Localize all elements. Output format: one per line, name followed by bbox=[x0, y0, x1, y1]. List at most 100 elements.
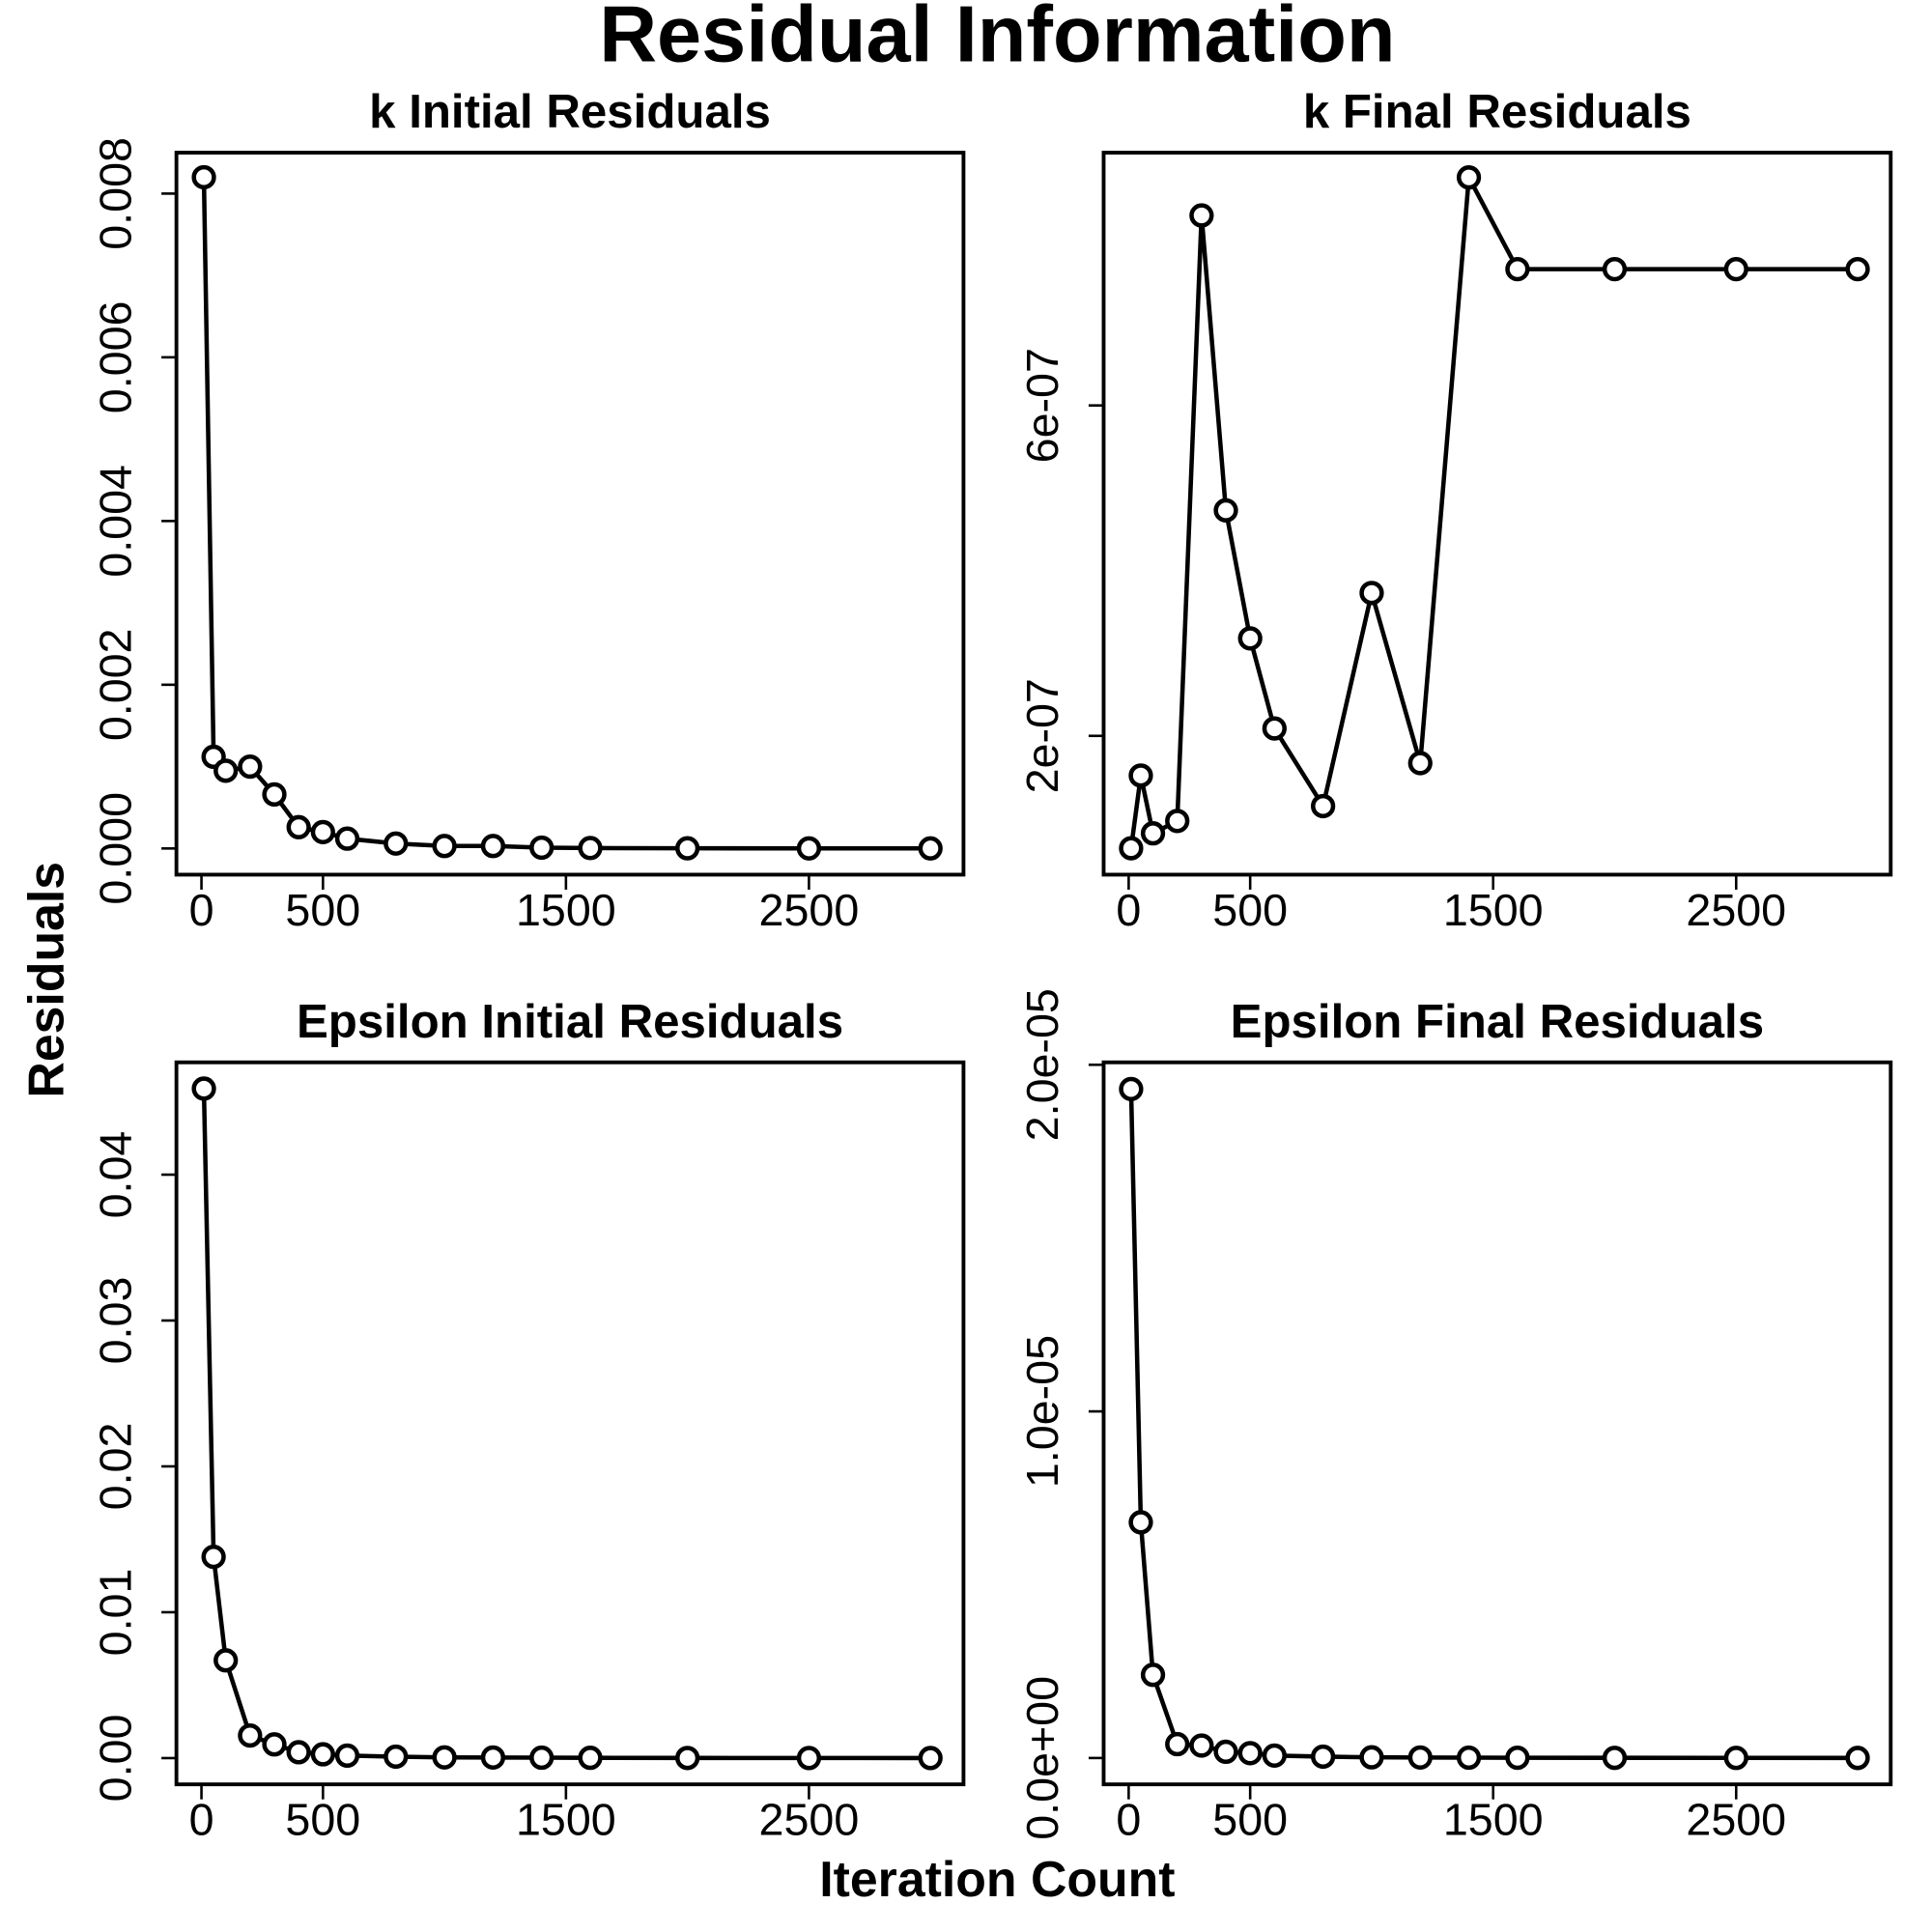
data-point bbox=[1213, 1739, 1238, 1765]
data-point bbox=[432, 1745, 457, 1770]
y-tick-label: 0.000 bbox=[90, 792, 140, 905]
data-point bbox=[262, 1732, 287, 1757]
data-point bbox=[201, 1544, 226, 1570]
series-line bbox=[1128, 1089, 1859, 1761]
data-point bbox=[1262, 1743, 1287, 1768]
data-point bbox=[1723, 256, 1748, 282]
data-point bbox=[578, 836, 603, 861]
data-point bbox=[1237, 626, 1263, 651]
plot-frame bbox=[174, 1060, 966, 1787]
data-point bbox=[1505, 256, 1530, 282]
y-axis-label: Residuals bbox=[18, 862, 74, 1098]
x-tick-label: 500 bbox=[285, 1795, 360, 1845]
data-point bbox=[1602, 1746, 1628, 1771]
y-tick-label: 0.04 bbox=[90, 1131, 140, 1219]
x-tick-label: 500 bbox=[1212, 1795, 1288, 1845]
figure-title: Residual Information bbox=[599, 0, 1395, 78]
y-tick-label: 2.0e-05 bbox=[1017, 988, 1067, 1141]
data-point bbox=[1311, 793, 1336, 819]
y-tick-label: 0.03 bbox=[90, 1277, 140, 1365]
data-point bbox=[1165, 809, 1190, 834]
y-tick-label: 0.008 bbox=[90, 137, 140, 250]
y-tick-label: 6e-07 bbox=[1017, 348, 1067, 463]
data-point bbox=[480, 834, 506, 859]
x-tick-label: 500 bbox=[285, 885, 360, 935]
data-point bbox=[529, 1745, 554, 1771]
data-point bbox=[1237, 1741, 1263, 1766]
data-point bbox=[1407, 1745, 1433, 1770]
plot-frame bbox=[1101, 151, 1893, 877]
x-tick-label: 0 bbox=[189, 885, 214, 935]
data-point bbox=[796, 1746, 822, 1771]
data-point bbox=[384, 1744, 409, 1770]
x-tick-label: 2500 bbox=[1686, 885, 1786, 935]
data-point bbox=[918, 1746, 943, 1771]
data-point bbox=[1311, 1744, 1336, 1770]
data-point bbox=[191, 1076, 216, 1101]
data-point bbox=[1407, 751, 1433, 776]
data-point bbox=[796, 836, 822, 861]
y-tick-label: 2e-07 bbox=[1017, 678, 1067, 793]
y-tick-label: 0.004 bbox=[90, 465, 140, 578]
data-point bbox=[1119, 1076, 1144, 1101]
data-point bbox=[334, 1743, 360, 1769]
data-point bbox=[384, 831, 409, 856]
data-point bbox=[1213, 497, 1238, 523]
data-point bbox=[578, 1746, 603, 1771]
data-point bbox=[918, 836, 943, 861]
x-tick-label: 1500 bbox=[1443, 1795, 1544, 1845]
data-point bbox=[238, 1722, 263, 1748]
data-point bbox=[1359, 581, 1384, 606]
data-point bbox=[1723, 1746, 1748, 1771]
y-tick-label: 0.01 bbox=[90, 1569, 140, 1657]
data-point bbox=[675, 1746, 700, 1771]
data-point bbox=[675, 836, 700, 861]
data-point bbox=[1189, 1733, 1214, 1758]
x-tick-label: 0 bbox=[189, 1795, 214, 1845]
data-point bbox=[1189, 203, 1214, 228]
data-point bbox=[334, 826, 360, 851]
data-point bbox=[432, 834, 457, 859]
plot-frame bbox=[1101, 1060, 1893, 1787]
y-tick-label: 0.002 bbox=[90, 628, 140, 741]
data-point bbox=[1359, 1745, 1384, 1770]
data-point bbox=[1119, 836, 1144, 861]
x-axis-label: Iteration Count bbox=[819, 1851, 1175, 1907]
data-point bbox=[286, 814, 311, 839]
data-point bbox=[529, 835, 554, 861]
y-tick-label: 1.0e-05 bbox=[1017, 1335, 1067, 1488]
plot-frame bbox=[174, 151, 966, 877]
data-point bbox=[213, 758, 239, 783]
x-tick-label: 1500 bbox=[516, 885, 616, 935]
data-point bbox=[262, 781, 287, 808]
x-tick-label: 500 bbox=[1212, 885, 1288, 935]
data-point bbox=[1140, 821, 1166, 846]
y-tick-label: 0.0e+00 bbox=[1017, 1676, 1067, 1840]
x-tick-label: 2500 bbox=[759, 1795, 860, 1845]
data-point bbox=[480, 1745, 506, 1770]
panel-title: k Final Residuals bbox=[1303, 85, 1691, 138]
x-tick-label: 0 bbox=[1116, 885, 1141, 935]
series-line bbox=[1128, 175, 1859, 849]
panel-title: Epsilon Initial Residuals bbox=[297, 995, 843, 1048]
data-point bbox=[310, 819, 335, 845]
panel-title: Epsilon Final Residuals bbox=[1231, 995, 1764, 1048]
data-point bbox=[1128, 1510, 1153, 1535]
y-tick-label: 0.02 bbox=[90, 1423, 140, 1511]
data-point bbox=[1128, 763, 1153, 788]
x-tick-label: 2500 bbox=[1686, 1795, 1786, 1845]
series-line bbox=[201, 177, 931, 851]
x-tick-label: 2500 bbox=[759, 885, 860, 935]
data-point bbox=[1140, 1662, 1166, 1688]
data-point bbox=[1845, 256, 1870, 282]
data-point bbox=[191, 164, 216, 190]
data-point bbox=[310, 1742, 335, 1767]
data-point bbox=[1602, 256, 1628, 282]
x-tick-label: 0 bbox=[1116, 1795, 1141, 1845]
x-tick-label: 1500 bbox=[516, 1795, 616, 1845]
data-point bbox=[286, 1740, 311, 1765]
data-point bbox=[1456, 165, 1482, 190]
data-point bbox=[1845, 1746, 1870, 1771]
